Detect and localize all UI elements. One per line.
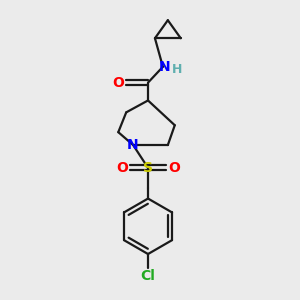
- Text: Cl: Cl: [141, 269, 155, 283]
- Text: S: S: [143, 161, 153, 175]
- Text: N: N: [159, 60, 171, 74]
- Text: O: O: [168, 161, 180, 175]
- Text: H: H: [172, 63, 182, 76]
- Text: N: N: [126, 138, 138, 152]
- Text: O: O: [116, 161, 128, 175]
- Text: O: O: [112, 76, 124, 90]
